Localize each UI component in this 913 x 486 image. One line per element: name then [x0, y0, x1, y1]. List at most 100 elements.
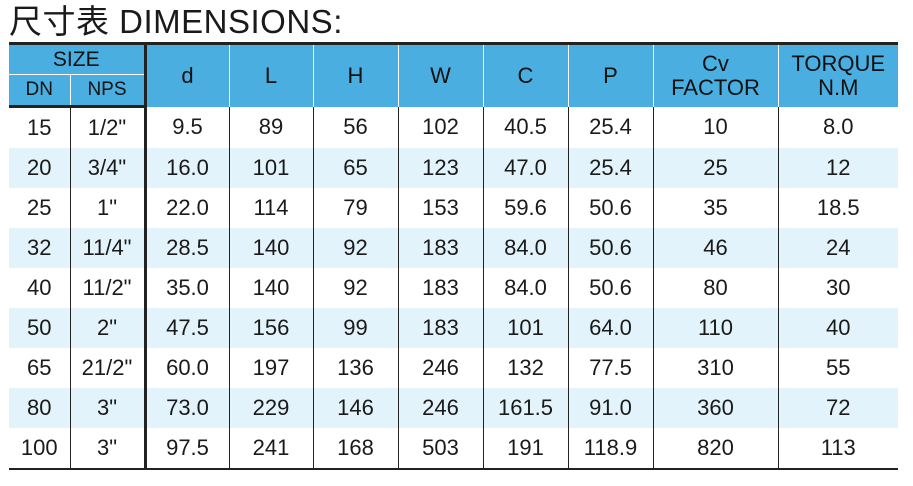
- cell-d: 28.5: [144, 228, 229, 268]
- table-row: 50 2" 47.5 156 99 183 101 64.0 110 40: [9, 308, 898, 348]
- table-row: 32 11/4" 28.5 140 92 183 84.0 50.6 46 24: [9, 228, 898, 268]
- header-nps: NPS: [69, 74, 147, 108]
- cell-d: 97.5: [144, 428, 229, 470]
- header-h: H: [312, 42, 398, 107]
- cell-dn: 32: [9, 228, 70, 268]
- header-torque-line1: TORQUE: [791, 50, 886, 76]
- cell-nps: 3": [69, 388, 147, 428]
- cell-torque: 12: [777, 148, 898, 188]
- cell-d: 16.0: [144, 148, 229, 188]
- cell-dn: 80: [9, 388, 70, 428]
- cell-p: 64.0: [567, 308, 653, 348]
- cell-nps: 21/2": [69, 348, 147, 388]
- dimensions-table: SIZE d L H W C P Cv FACTOR TORQUE N.M DN…: [9, 42, 898, 470]
- table-row: 80 3" 73.0 229 146 246 161.5 91.0 360 72: [9, 388, 898, 428]
- cell-h: 136: [312, 348, 398, 388]
- table-row: 15 1/2" 9.5 89 56 102 40.5 25.4 10 8.0: [9, 106, 898, 148]
- cell-torque: 40: [777, 308, 898, 348]
- cell-l: 197: [228, 348, 313, 388]
- cell-c: 132: [482, 348, 568, 388]
- cell-l: 156: [228, 308, 313, 348]
- cell-l: 229: [228, 388, 313, 428]
- header-p: P: [567, 42, 653, 107]
- header-dn: DN: [9, 74, 70, 108]
- cell-cv-factor: 80: [652, 268, 778, 308]
- table-row: 20 3/4" 16.0 101 65 123 47.0 25.4 25 12: [9, 148, 898, 188]
- cell-dn: 25: [27, 195, 52, 220]
- cell-h: 92: [312, 228, 398, 268]
- cell-nps: 1": [69, 188, 147, 228]
- cell-d: 35.0: [144, 268, 229, 308]
- cell-dn: 20: [9, 148, 70, 188]
- cell-w: 183: [397, 228, 483, 268]
- cell-dn: 65: [27, 355, 52, 380]
- cell-h: 56: [312, 106, 398, 148]
- cell-w: 102: [397, 106, 483, 148]
- cell-l: 89: [228, 106, 313, 148]
- cell-torque: 55: [777, 348, 898, 388]
- cell-l: 140: [228, 228, 313, 268]
- cell-c: 191: [482, 428, 568, 470]
- header-cv-factor: Cv FACTOR: [652, 42, 778, 107]
- cell-dn: 50: [9, 308, 70, 348]
- cell-nps: 11/2": [69, 268, 147, 308]
- table-row: 100 3" 97.5 241 168 503 191 118.9 820 113: [9, 428, 898, 470]
- cell-cv-factor: 35: [652, 188, 778, 228]
- cell-cv-factor: 25: [652, 148, 778, 188]
- cell-nps: 3/4": [69, 148, 147, 188]
- cell-d: 73.0: [144, 388, 229, 428]
- cell-p: 91.0: [567, 388, 653, 428]
- cell-w: 183: [397, 268, 483, 308]
- cell-h: 79: [312, 188, 398, 228]
- cell-h: 99: [312, 308, 398, 348]
- cell-c: 59.6: [482, 188, 568, 228]
- header-torque: TORQUE N.M: [777, 42, 898, 107]
- cell-l: 114: [228, 188, 313, 228]
- cell-l: 140: [228, 268, 313, 308]
- cell-dn: 100: [9, 428, 70, 470]
- table-body: 15 1/2" 9.5 89 56 102 40.5 25.4 10 8.0 20 3/4" 16.0 1…: [9, 106, 898, 470]
- cell-p: 77.5: [567, 348, 653, 388]
- cell-cv-factor: 110: [652, 308, 778, 348]
- cell-torque: 24: [777, 228, 898, 268]
- table-row: 65 21/2" 60.0 197 136 246 132 77.5 310 55: [9, 348, 898, 388]
- cell-h: 65: [312, 148, 398, 188]
- header-size: SIZE: [9, 42, 147, 75]
- header-d: d: [144, 42, 229, 107]
- cell-cv-factor: 46: [652, 228, 778, 268]
- cell-nps: 1/2": [69, 106, 147, 148]
- cell-torque: 30: [777, 268, 898, 308]
- cell-w: 183: [397, 308, 483, 348]
- cell-torque: 8.0: [777, 106, 898, 148]
- cell-d: 47.5: [144, 308, 229, 348]
- cell-dn: 40: [27, 275, 52, 300]
- cell-cv-factor: 10: [652, 106, 778, 148]
- cell-torque: 18.5: [777, 188, 898, 228]
- cell-c: 101: [482, 308, 568, 348]
- cell-p: 25.4: [567, 106, 653, 148]
- cell-w: 503: [397, 428, 483, 470]
- cell-p: 50.6: [567, 188, 653, 228]
- cell-w: 246: [397, 388, 483, 428]
- cell-cv-factor: 310: [652, 348, 778, 388]
- header-torque-line2: N.M: [818, 74, 859, 100]
- cell-c: 161.5: [482, 388, 568, 428]
- cell-p: 25.4: [567, 148, 653, 188]
- header-cv-line2: FACTOR: [671, 74, 760, 100]
- table-row: 40 11/2" 35.0 140 92 183 84.0 50.6 80 30: [9, 268, 898, 308]
- cell-p: 50.6: [567, 228, 653, 268]
- cell-l: 241: [228, 428, 313, 470]
- cell-c: 47.0: [482, 148, 568, 188]
- cell-w: 123: [397, 148, 483, 188]
- cell-torque: 72: [777, 388, 898, 428]
- cell-nps: 2": [69, 308, 147, 348]
- table-row: 25 1" 22.0 114 79 153 59.6 50.6 35 18.5: [9, 188, 898, 228]
- cell-l: 101: [228, 148, 313, 188]
- cell-nps: 3": [69, 428, 147, 470]
- cell-cv-factor: 820: [652, 428, 778, 470]
- cell-nps: 11/4": [69, 228, 147, 268]
- cell-p: 118.9: [567, 428, 653, 470]
- cell-p: 50.6: [567, 268, 653, 308]
- cell-w: 153: [397, 188, 483, 228]
- cell-cv-factor: 360: [652, 388, 778, 428]
